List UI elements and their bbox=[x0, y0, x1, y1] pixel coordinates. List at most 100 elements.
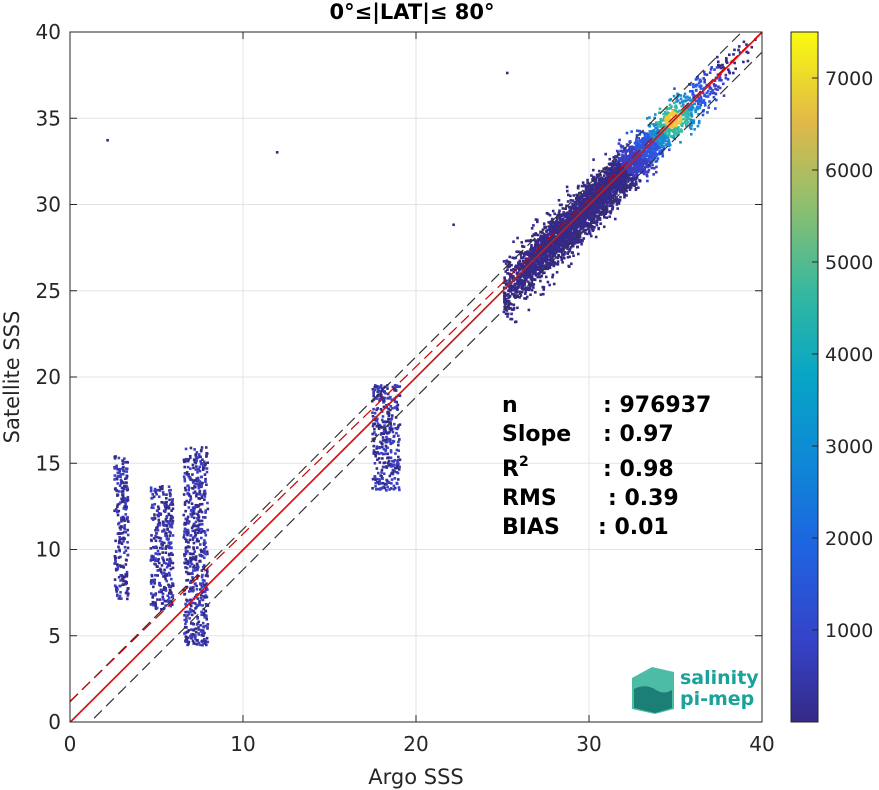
density-cell bbox=[183, 618, 187, 622]
density-cell bbox=[200, 610, 203, 614]
density-cell bbox=[701, 113, 705, 117]
density-cell bbox=[201, 598, 205, 602]
density-cell bbox=[614, 182, 618, 186]
density-cell bbox=[193, 535, 196, 539]
density-cell bbox=[630, 162, 634, 165]
density-cell bbox=[505, 279, 508, 283]
density-cell bbox=[557, 221, 561, 224]
density-cell bbox=[395, 384, 399, 388]
density-cell bbox=[680, 100, 684, 104]
density-cell bbox=[168, 530, 171, 534]
density-cell bbox=[643, 134, 647, 138]
density-cell bbox=[203, 639, 207, 643]
density-cell bbox=[201, 579, 205, 582]
density-cell bbox=[691, 89, 694, 93]
density-cell bbox=[566, 252, 570, 256]
density-cell bbox=[120, 516, 123, 520]
density-cell bbox=[680, 119, 683, 122]
density-cell bbox=[118, 549, 122, 553]
density-cell bbox=[586, 196, 590, 199]
density-cell bbox=[125, 460, 128, 464]
density-cell bbox=[682, 99, 686, 103]
density-cell bbox=[655, 159, 659, 163]
density-cell bbox=[117, 597, 121, 600]
density-cell bbox=[568, 209, 571, 213]
density-cell bbox=[115, 488, 118, 492]
density-cell bbox=[676, 99, 680, 102]
density-cell bbox=[371, 411, 374, 414]
density-cell bbox=[571, 204, 575, 208]
density-cell bbox=[198, 497, 202, 501]
density-cell bbox=[193, 611, 197, 615]
density-cell bbox=[610, 180, 613, 183]
density-cell bbox=[202, 611, 205, 615]
density-cell bbox=[126, 594, 130, 597]
density-cell bbox=[201, 481, 204, 485]
density-cell bbox=[198, 503, 202, 506]
density-cell bbox=[510, 263, 513, 267]
density-cell bbox=[384, 440, 388, 444]
density-cell bbox=[518, 274, 522, 278]
density-cell bbox=[195, 539, 199, 543]
density-cell bbox=[576, 203, 579, 206]
density-cell bbox=[643, 166, 647, 169]
density-cell bbox=[380, 388, 384, 391]
density-cell bbox=[655, 141, 658, 144]
density-cell bbox=[199, 509, 203, 513]
density-cell bbox=[653, 113, 657, 116]
density-cell bbox=[196, 617, 199, 620]
density-cell bbox=[635, 176, 639, 180]
density-cell bbox=[699, 99, 703, 102]
density-cell bbox=[611, 162, 615, 166]
density-cell bbox=[185, 637, 189, 641]
density-cell bbox=[620, 163, 623, 167]
density-cell bbox=[702, 77, 705, 80]
density-cell bbox=[705, 73, 709, 77]
density-cell bbox=[392, 435, 396, 438]
density-cell bbox=[373, 411, 377, 415]
density-cell bbox=[184, 517, 188, 521]
density-cell bbox=[386, 452, 390, 456]
density-cell bbox=[200, 494, 204, 498]
density-cell bbox=[505, 294, 508, 297]
density-cell bbox=[122, 537, 126, 541]
density-cell bbox=[584, 232, 587, 235]
density-cell bbox=[690, 105, 693, 109]
density-cell bbox=[546, 263, 549, 267]
density-cell bbox=[113, 509, 116, 513]
density-cell bbox=[654, 139, 657, 142]
density-cell bbox=[632, 166, 636, 170]
density-cell bbox=[165, 574, 169, 577]
density-cell bbox=[641, 141, 644, 145]
density-cell bbox=[650, 166, 654, 170]
density-cell bbox=[538, 254, 541, 258]
density-cell bbox=[583, 229, 586, 233]
density-cell bbox=[563, 219, 567, 223]
density-cell bbox=[519, 256, 523, 259]
density-cell bbox=[664, 117, 667, 120]
density-cell bbox=[562, 219, 565, 222]
density-cell bbox=[712, 95, 716, 99]
density-cell bbox=[614, 161, 617, 165]
density-cell bbox=[164, 534, 167, 537]
density-cell bbox=[194, 520, 198, 524]
density-cell bbox=[203, 631, 206, 635]
density-cell bbox=[530, 264, 533, 267]
density-cell bbox=[571, 236, 575, 240]
density-cell bbox=[125, 484, 128, 488]
density-cell bbox=[595, 219, 599, 223]
density-cell bbox=[589, 210, 593, 214]
density-cell bbox=[375, 397, 379, 400]
density-cell bbox=[654, 160, 658, 163]
density-cell bbox=[612, 155, 616, 159]
density-cell bbox=[603, 174, 606, 177]
density-cell bbox=[377, 389, 381, 393]
density-cell bbox=[672, 124, 675, 128]
density-cell bbox=[556, 256, 559, 260]
density-cell bbox=[573, 200, 577, 204]
density-cell bbox=[161, 520, 165, 524]
density-cell bbox=[381, 457, 384, 460]
density-cell bbox=[619, 182, 622, 186]
density-cell bbox=[191, 589, 195, 593]
density-cell bbox=[652, 146, 655, 150]
